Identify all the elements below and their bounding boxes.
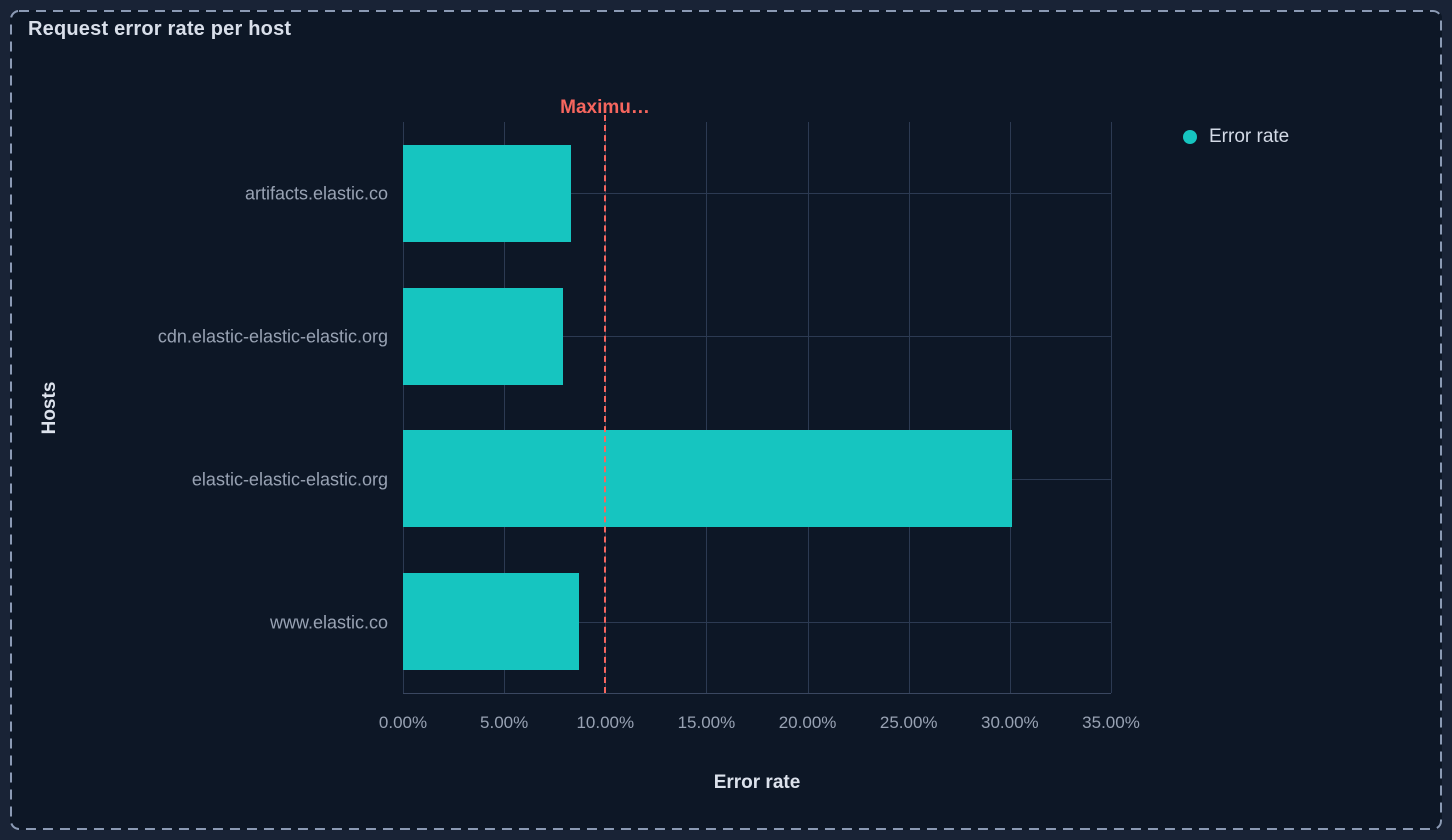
x-axis-tick-label: 0.00% (378, 713, 428, 732)
threshold-annotation-line[interactable] (604, 115, 607, 693)
x-axis-tick-label: 20.00% (778, 713, 837, 732)
legend-item-label: Error rate (1209, 126, 1290, 147)
threshold-annotation-label[interactable]: Maximu… (560, 97, 650, 118)
vertical-gridline (807, 122, 809, 693)
x-axis-tick-label: 35.00% (1082, 713, 1140, 732)
horizontal-gridline (403, 336, 1111, 338)
y-axis-category-label: elastic-elastic-elastic.org (191, 469, 388, 489)
bar[interactable] (403, 287, 563, 385)
y-axis-labels: artifacts.elastic.co cdn.elastic-elastic-… (0, 122, 388, 694)
y-axis-category-label: www.elastic.co (269, 612, 388, 632)
y-axis-category-label: artifacts.elastic.co (244, 183, 388, 203)
x-axis-title: Error rate (713, 772, 801, 793)
x-axis-tick-label: 15.00% (677, 713, 736, 732)
x-axis-tick-labels: 0.00% 5.00% 10.00% 15.00% 20.00% 25.00% 30.00%… (379, 713, 1140, 739)
vertical-gridline (1009, 122, 1011, 693)
vertical-gridline (1111, 122, 1112, 693)
vertical-gridline (706, 122, 708, 693)
bar[interactable] (403, 144, 571, 242)
x-axis-tick-label: 30.00% (981, 713, 1039, 732)
panel-title[interactable]: Request error rate per host (28, 18, 292, 40)
vertical-gridline (403, 122, 404, 693)
bar[interactable] (403, 430, 1012, 528)
x-axis-tick-label: 10.00% (576, 713, 635, 732)
legend-swatch-icon (1183, 130, 1197, 144)
vertical-gridline (908, 122, 910, 693)
y-axis-category-label: cdn.elastic-elastic-elastic.org (157, 326, 388, 346)
horizontal-gridline (403, 193, 1111, 195)
horizontal-gridline (403, 621, 1111, 623)
x-axis-tick-label: 25.00% (879, 713, 938, 732)
bar[interactable] (403, 573, 579, 671)
x-axis-tick-label: 5.00% (480, 713, 529, 732)
legend: Error rate (1183, 126, 1289, 148)
plot-area (403, 115, 1112, 694)
vertical-gridline (504, 122, 506, 693)
legend-item-error-rate[interactable]: Error rate (1183, 126, 1289, 148)
